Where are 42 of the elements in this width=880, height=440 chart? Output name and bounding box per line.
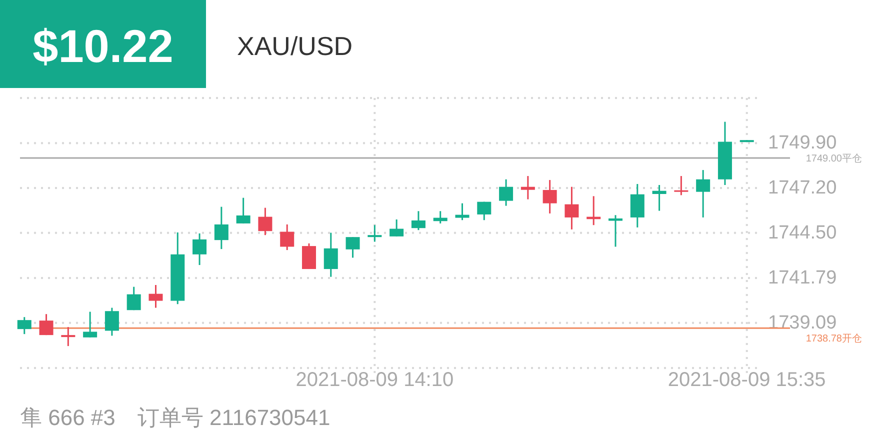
candlestick [104,307,119,336]
candlestick [542,179,557,214]
candlestick [214,206,228,250]
candlestick [258,207,272,236]
candlestick [608,214,623,248]
candlestick [280,224,294,251]
text: 隼 666 #3 订单号 2116730541 [20,405,330,430]
candlestick [126,286,141,311]
candlestick [433,210,448,224]
candlestick [411,210,426,231]
ref-line-label: 1749.00平仓 [806,152,862,165]
x-tick-label: 2021-08-09 14:10 [296,369,454,391]
candlestick [148,284,163,309]
candlestick [17,316,32,335]
candlestick [302,242,316,270]
y-tick-label: 1747.20 [768,178,837,198]
chart-subtitle: XAU/USD [237,31,353,61]
candlestick [696,169,710,218]
y-tick-label: 1749.90 [768,132,837,154]
candlestick [192,232,207,266]
y-tick-label: 1744.50 [768,222,837,244]
candlestick [564,186,579,230]
candlestick [368,224,382,242]
candlestick [236,197,250,224]
y-tick-label: 1741.79 [768,268,837,288]
candlestick [390,218,404,238]
candlestick [652,184,666,212]
x-tick-label: 2021-08-09 15:35 [668,369,826,391]
candlestick [499,178,514,207]
candlestick [520,175,535,200]
candlestick [630,183,644,228]
candlestick [61,326,76,347]
candlestick [674,175,688,196]
candlestick [83,311,98,338]
ref-line-label: 1738.78开仓 [806,332,862,345]
y-tick-label: 1739.09 [768,312,837,334]
candlestick [324,232,338,278]
candlestick [39,313,54,336]
candlestick [346,236,360,258]
candlestick [455,202,470,221]
chart-title: $10.22 [32,20,174,72]
candlestick [477,201,492,221]
